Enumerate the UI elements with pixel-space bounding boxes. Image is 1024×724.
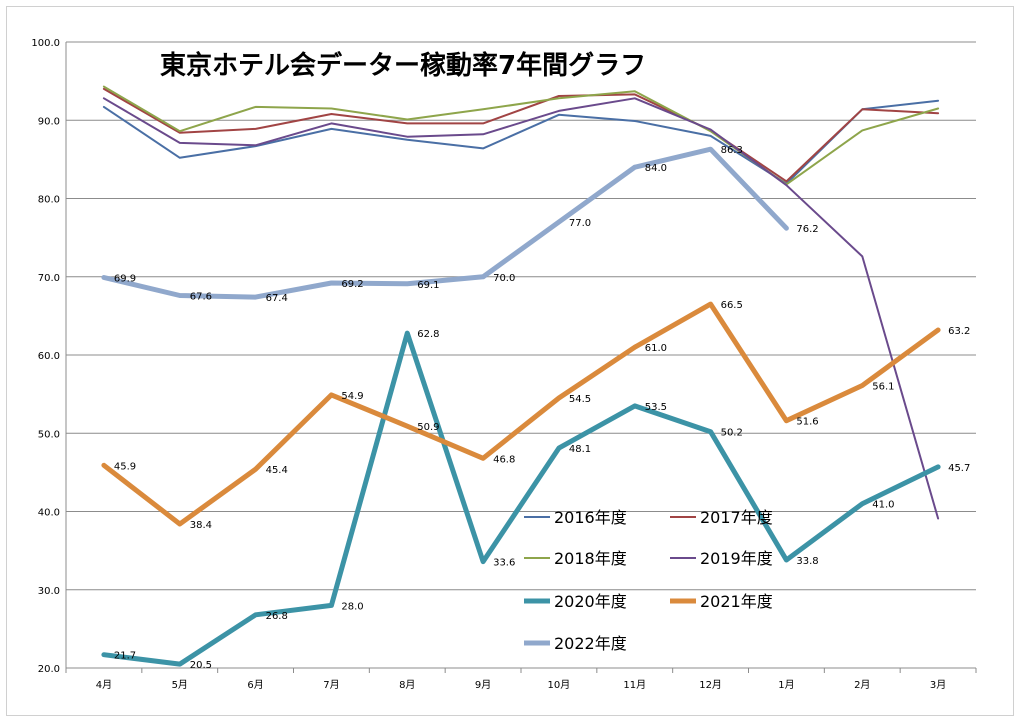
data-label: 70.0 [493, 273, 515, 284]
data-label: 69.9 [114, 274, 136, 285]
x-tick-label: 3月 [930, 679, 946, 691]
data-label: 45.7 [948, 463, 970, 474]
legend-label: 2020年度 [554, 592, 627, 611]
y-tick-label: 70.0 [38, 273, 60, 284]
data-label: 76.2 [796, 224, 818, 235]
data-labels: 21.7 20.5 26.8 28.0 62.8 33.6 48.1 53.5 50.2 33.8… [114, 145, 970, 671]
x-tick-label: 8月 [399, 679, 415, 691]
legend-label: 2016年度 [554, 508, 627, 527]
y-tick-label: 30.0 [38, 586, 60, 597]
data-label: 46.8 [493, 454, 515, 465]
x-tick-label: 10月 [548, 679, 571, 691]
data-label: 45.9 [114, 461, 136, 472]
data-label: 20.5 [190, 660, 212, 671]
series-line-2022年度 [101, 146, 789, 300]
y-tick-label: 60.0 [38, 351, 60, 362]
series-line-2021年度 [101, 301, 941, 527]
chart-title: 東京ホテル会データー稼動率7年間グラフ [160, 50, 646, 81]
data-label: 28.0 [341, 601, 363, 612]
y-tick-label: 80.0 [38, 195, 60, 206]
x-tick-label: 6月 [247, 679, 263, 691]
data-label: 63.2 [948, 326, 970, 337]
series-line-2017年度 [102, 87, 940, 183]
data-label: 38.4 [190, 520, 212, 531]
axes: 20.0 30.0 40.0 50.0 60.0 70.0 80.0 90.0 100.0 4月 5… [31, 38, 977, 691]
chart-frame [6, 6, 1014, 716]
data-label: 56.1 [872, 382, 894, 393]
data-label: 54.9 [341, 391, 363, 402]
y-tick-label: 50.0 [38, 429, 60, 440]
series-line-2019年度 [102, 97, 940, 520]
data-label: 21.7 [114, 651, 136, 662]
data-label: 54.5 [569, 394, 591, 405]
data-label: 84.0 [645, 163, 667, 174]
x-tick-label: 11月 [623, 679, 646, 691]
data-label: 69.1 [417, 280, 439, 291]
data-label: 50.9 [417, 422, 439, 433]
x-tick-label: 2月 [854, 679, 870, 691]
series-line-2016年度 [102, 99, 940, 185]
y-tick-label: 100.0 [31, 38, 60, 49]
data-label: 67.6 [190, 292, 212, 303]
legend-label: 2018年度 [554, 549, 627, 568]
x-tick-label: 4月 [96, 679, 112, 691]
legend-label: 2021年度 [700, 592, 773, 611]
data-label: 26.8 [266, 611, 288, 622]
data-label: 41.0 [872, 500, 894, 511]
data-label: 50.2 [721, 428, 743, 439]
data-label: 62.8 [417, 329, 439, 340]
y-tick-label: 20.0 [38, 664, 60, 675]
data-label: 53.5 [645, 402, 667, 413]
legend: 2016年度 2017年度 2018年度 2019年度 2020年度 2021年度 2022… [524, 508, 773, 653]
x-tick-label: 7月 [323, 679, 339, 691]
y-tick-label: 40.0 [38, 508, 60, 519]
x-tick-label: 12月 [699, 679, 722, 691]
legend-label: 2022年度 [554, 634, 627, 653]
y-tick-label: 90.0 [38, 116, 60, 127]
x-tick-label: 1月 [778, 679, 794, 691]
x-tick-label: 9月 [475, 679, 491, 691]
gridlines [66, 41, 976, 669]
data-label: 61.0 [645, 343, 667, 354]
data-label: 77.0 [569, 218, 591, 229]
legend-label: 2019年度 [700, 549, 773, 568]
data-label: 33.6 [493, 558, 515, 569]
data-label: 48.1 [569, 444, 591, 455]
data-label: 67.4 [266, 293, 288, 304]
data-label: 66.5 [721, 300, 743, 311]
data-label: 33.8 [796, 556, 818, 567]
series-line-2020年度 [101, 330, 941, 667]
data-label: 69.2 [341, 279, 363, 290]
series-lines [101, 85, 941, 667]
data-label: 86.3 [721, 145, 743, 156]
series-line-2018年度 [102, 85, 940, 186]
data-label: 51.6 [796, 417, 818, 428]
data-label: 45.4 [266, 465, 288, 476]
legend-label: 2017年度 [700, 508, 773, 527]
x-tick-label: 5月 [172, 679, 188, 691]
